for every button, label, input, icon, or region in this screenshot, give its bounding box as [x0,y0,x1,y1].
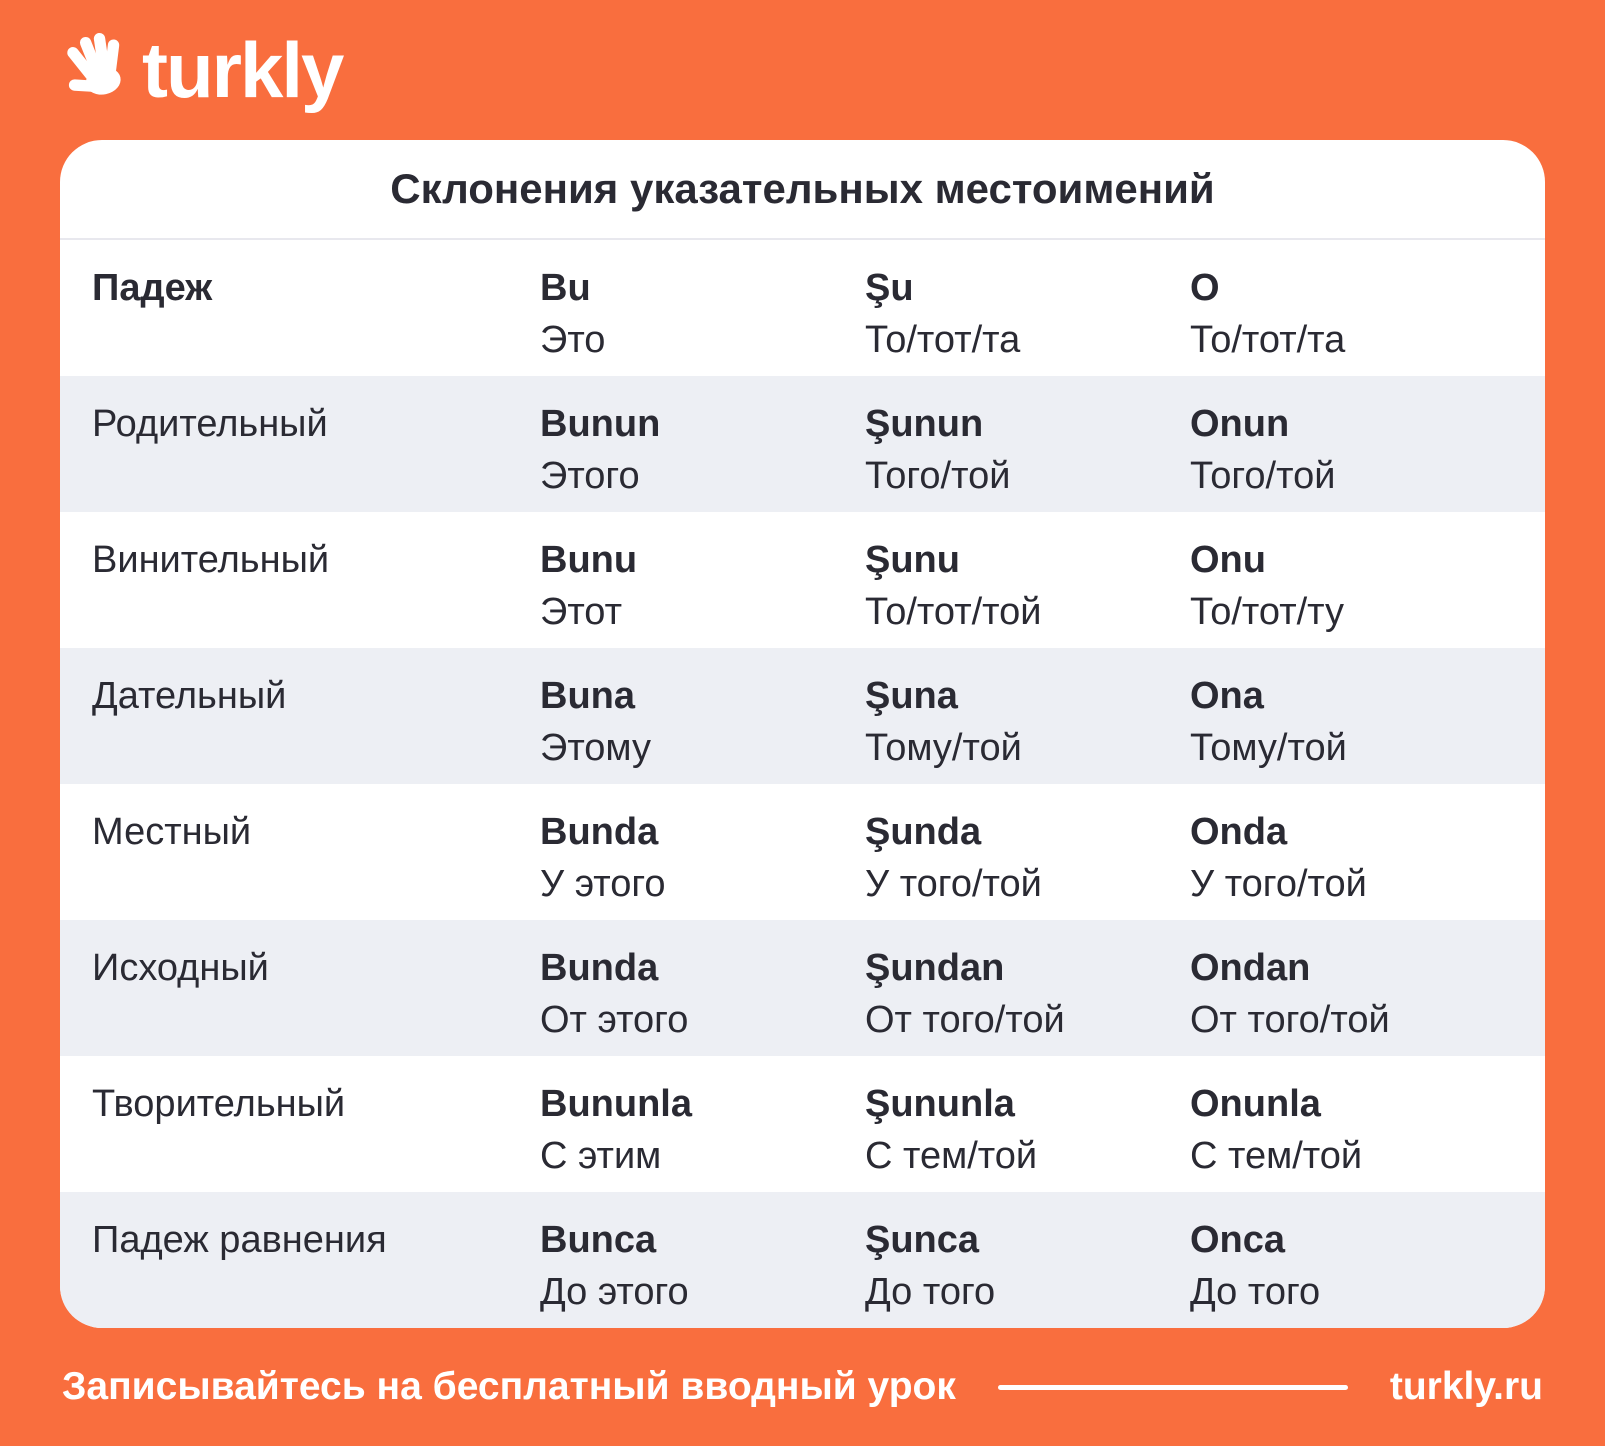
turkish-word: Şunu [865,539,960,581]
turkish-word: Bunca [540,1219,657,1261]
russian-translation: От того/той [865,999,1065,1042]
russian-translation: До этого [540,1271,689,1314]
footer-divider-line [997,1384,1348,1390]
table-row: Творительный Bununla С этим Şununla С те… [60,1056,1545,1192]
table-title: Склонения указательных местоимений [60,140,1545,240]
turkly-logo: turkly [62,26,344,114]
case-name: Местный [92,811,252,853]
russian-translation: То/тот/той [865,591,1042,634]
hand-icon [67,32,121,95]
case-name: Падеж равнения [92,1219,387,1261]
russian-translation: От того/той [1190,999,1390,1042]
pronoun-table-card: Склонения указательных местоимений Падеж… [60,140,1545,1328]
russian-translation: С тем/той [865,1135,1038,1178]
footer: Записывайтесь на бесплатный вводный урок… [0,1328,1605,1446]
turkish-word: Ondan [1190,947,1311,989]
turkish-word: Bunun [540,403,661,445]
case-name: Винительный [92,539,330,581]
case-name: Творительный [92,1083,346,1125]
russian-translation: У того/той [1190,863,1367,906]
turkish-word: Onunla [1190,1083,1321,1125]
footer-cta: Записывайтесь на бесплатный вводный урок [62,1365,956,1408]
turkish-word: Bununla [540,1083,692,1125]
russian-translation: От этого [540,999,689,1042]
russian-translation: Этого [540,455,640,498]
russian-translation: С этим [540,1135,662,1178]
russian-translation: До того [865,1271,996,1314]
turkish-word: Bunu [540,539,638,581]
logo-text: turkly [142,26,344,114]
russian-translation: Этому [540,727,651,770]
russian-translation: Этот [540,591,622,634]
table-row: Исходный Bunda От этого Şundan От того/т… [60,920,1545,1056]
russian-translation: У того/той [865,863,1042,906]
russian-translation: Тому/той [1190,727,1347,770]
column-header-turkish: Şu [865,267,914,309]
russian-translation: Того/той [1190,455,1336,498]
case-column-header: Падеж [92,267,213,309]
turkish-word: Onun [1190,403,1290,445]
case-name: Исходный [92,947,269,989]
turkish-word: Şundan [865,947,1005,989]
russian-translation: С тем/той [1190,1135,1363,1178]
column-header-turkish: Bu [540,267,591,309]
column-header-russian: Это [540,319,606,362]
turkish-word: Şununla [865,1083,1015,1125]
turkish-word: Bunda [540,947,659,989]
russian-translation: Тому/той [865,727,1022,770]
turkish-word: Ona [1190,675,1264,717]
turkish-word: Şuna [865,675,958,717]
turkish-word: Onda [1190,811,1288,853]
table-row: Родительный Bunun Этого Şunun Того/той O… [60,376,1545,512]
turkish-word: Şunun [865,403,984,445]
russian-translation: До того [1190,1271,1321,1314]
russian-translation: Того/той [865,455,1011,498]
table-header-row: Падеж Bu Это Şu То/тот/та O То/тот/та [60,240,1545,376]
case-name: Дательный [92,675,287,717]
turkish-word: Buna [540,675,635,717]
table-row: Винительный Bunu Этот Şunu То/тот/той On… [60,512,1545,648]
column-header-russian: То/тот/та [1190,319,1346,362]
case-name: Родительный [92,403,328,445]
table-row: Дательный Buna Этому Şuna Тому/той Ona Т… [60,648,1545,784]
russian-translation: У этого [540,863,666,906]
turkish-word: Şunca [865,1219,980,1261]
turkish-word: Bunda [540,811,659,853]
site-url: turkly.ru [1389,1365,1543,1408]
turkish-word: Şunda [865,811,982,853]
column-header-russian: То/тот/та [865,319,1021,362]
column-header-turkish: O [1190,267,1220,309]
top-bar: turkly [0,0,1605,140]
turkish-word: Onu [1190,539,1266,581]
russian-translation: То/тот/ту [1190,591,1345,634]
table-row: Падеж равнения Bunca До этого Şunca До т… [60,1192,1545,1328]
turkish-word: Onca [1190,1219,1286,1261]
table-row: Местный Bunda У этого Şunda У того/той O… [60,784,1545,920]
